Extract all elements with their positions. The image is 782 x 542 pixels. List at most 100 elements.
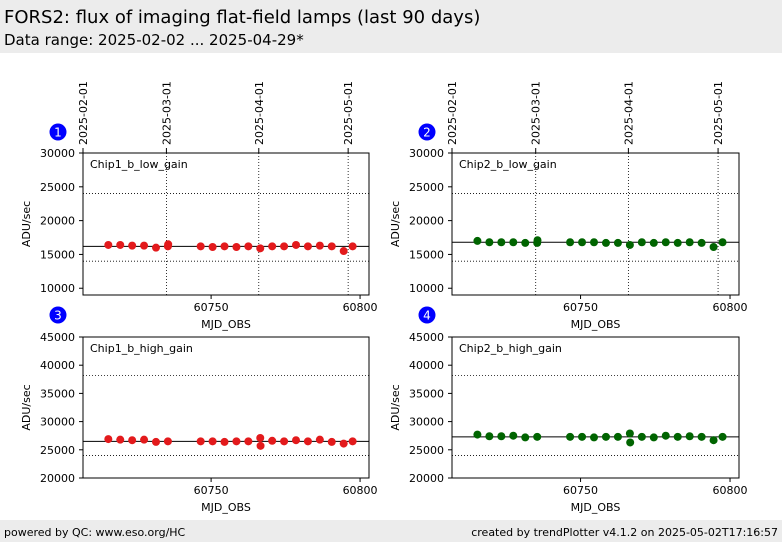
data-point xyxy=(485,238,494,247)
plot-frame xyxy=(451,336,740,479)
y-tick-label: 45000 xyxy=(409,331,444,344)
y-tick-label: 30000 xyxy=(409,416,444,429)
panel-series-label: Chip2_b_high_gain xyxy=(459,342,562,355)
data-point xyxy=(497,432,506,441)
data-point xyxy=(164,240,173,249)
page-subtitle: Data range: 2025-02-02 ... 2025-04-29* xyxy=(4,31,304,49)
data-point xyxy=(303,242,312,251)
data-point xyxy=(348,242,357,251)
data-point xyxy=(637,432,646,441)
y-tick-label: 15000 xyxy=(409,248,444,261)
x-tick-label: 60800 xyxy=(343,484,378,497)
data-point xyxy=(637,238,646,247)
plot-frame xyxy=(451,152,740,296)
data-point xyxy=(709,242,718,251)
data-point xyxy=(521,433,530,442)
y-tick-label: 25000 xyxy=(409,181,444,194)
y-tick-label: 15000 xyxy=(40,248,75,261)
data-point xyxy=(220,242,229,251)
y-tick-label: 25000 xyxy=(40,181,75,194)
x-axis-label: MJD_OBS xyxy=(201,318,251,331)
panel-number-badge xyxy=(49,123,67,141)
y-tick-label: 10000 xyxy=(40,282,75,295)
data-point xyxy=(473,430,482,439)
y-tick-label: 30000 xyxy=(409,147,444,160)
panel-number-badge xyxy=(418,306,436,324)
panel-series-label: Chip2_b_low_gain xyxy=(459,158,557,171)
data-point xyxy=(661,238,670,247)
data-point xyxy=(151,437,160,446)
data-point xyxy=(196,242,205,251)
data-point xyxy=(509,431,518,440)
data-point xyxy=(601,432,610,441)
data-point xyxy=(244,242,253,251)
data-point xyxy=(116,435,125,444)
data-point xyxy=(280,437,289,446)
x-axis-label: MJD_OBS xyxy=(201,501,251,514)
data-point xyxy=(128,241,137,250)
footer-bar: powered by QC: www.eso.org/HC created by… xyxy=(0,520,782,542)
y-tick-label: 20000 xyxy=(409,472,444,485)
data-point xyxy=(256,244,265,253)
data-point xyxy=(339,439,348,448)
data-point xyxy=(232,242,241,251)
y-tick-label: 25000 xyxy=(40,444,75,457)
data-point xyxy=(697,432,706,441)
panel-number: 1 xyxy=(54,126,62,140)
panel-series-label: Chip1_b_high_gain xyxy=(90,342,193,355)
date-tick-label: 2025-04-01 xyxy=(253,81,266,145)
data-point xyxy=(151,243,160,252)
data-point xyxy=(280,242,289,251)
panel-series-label: Chip1_b_low_gain xyxy=(90,158,188,171)
y-tick-label: 40000 xyxy=(409,359,444,372)
data-point xyxy=(709,436,718,445)
panel-number: 2 xyxy=(423,126,431,140)
data-point xyxy=(685,432,694,441)
data-point xyxy=(533,236,542,245)
y-tick-label: 30000 xyxy=(40,147,75,160)
x-tick-label: 60750 xyxy=(563,301,598,314)
data-point xyxy=(613,432,622,441)
data-point xyxy=(590,433,599,442)
y-axis-label: ADU/sec xyxy=(389,201,402,247)
data-point xyxy=(104,435,113,444)
panel-4: 20000 25000 30000 35000 40000 45000 60750 60800… xyxy=(389,306,748,514)
data-point xyxy=(327,242,336,251)
panel-number-badge xyxy=(418,123,436,141)
data-point xyxy=(208,242,217,251)
data-point xyxy=(244,437,253,446)
y-axis-label: ADU/sec xyxy=(20,201,33,247)
date-tick-label: 2025-02-01 xyxy=(77,81,90,145)
data-point xyxy=(292,436,301,445)
y-axis-label: ADU/sec xyxy=(389,384,402,430)
y-tick-label: 20000 xyxy=(40,215,75,228)
data-point xyxy=(578,238,587,247)
x-axis-label: MJD_OBS xyxy=(571,501,621,514)
y-tick-label: 10000 xyxy=(409,282,444,295)
data-point xyxy=(661,431,670,440)
data-point xyxy=(220,437,229,446)
data-point xyxy=(315,241,324,250)
plot-frame xyxy=(82,152,370,296)
x-axis-label: MJD_OBS xyxy=(571,318,621,331)
x-tick-label: 60750 xyxy=(194,301,229,314)
data-point xyxy=(673,238,682,247)
data-point xyxy=(590,238,599,247)
data-point xyxy=(649,238,658,247)
y-tick-label: 45000 xyxy=(40,331,75,344)
x-tick-label: 60800 xyxy=(713,484,748,497)
data-point xyxy=(673,432,682,441)
y-tick-label: 20000 xyxy=(40,472,75,485)
data-point xyxy=(497,238,506,247)
data-point xyxy=(268,242,277,251)
data-point xyxy=(292,240,301,249)
date-tick-label: 2025-02-01 xyxy=(446,81,459,145)
data-point xyxy=(626,438,635,447)
panel-2: 2025-02-01 2025-03-01 2025-04-01 2025-05-01… xyxy=(389,81,748,331)
data-point xyxy=(601,238,610,247)
x-tick-label: 60800 xyxy=(713,301,748,314)
date-tick-label: 2025-04-01 xyxy=(622,81,635,145)
data-point xyxy=(128,436,137,445)
data-point xyxy=(578,432,587,441)
